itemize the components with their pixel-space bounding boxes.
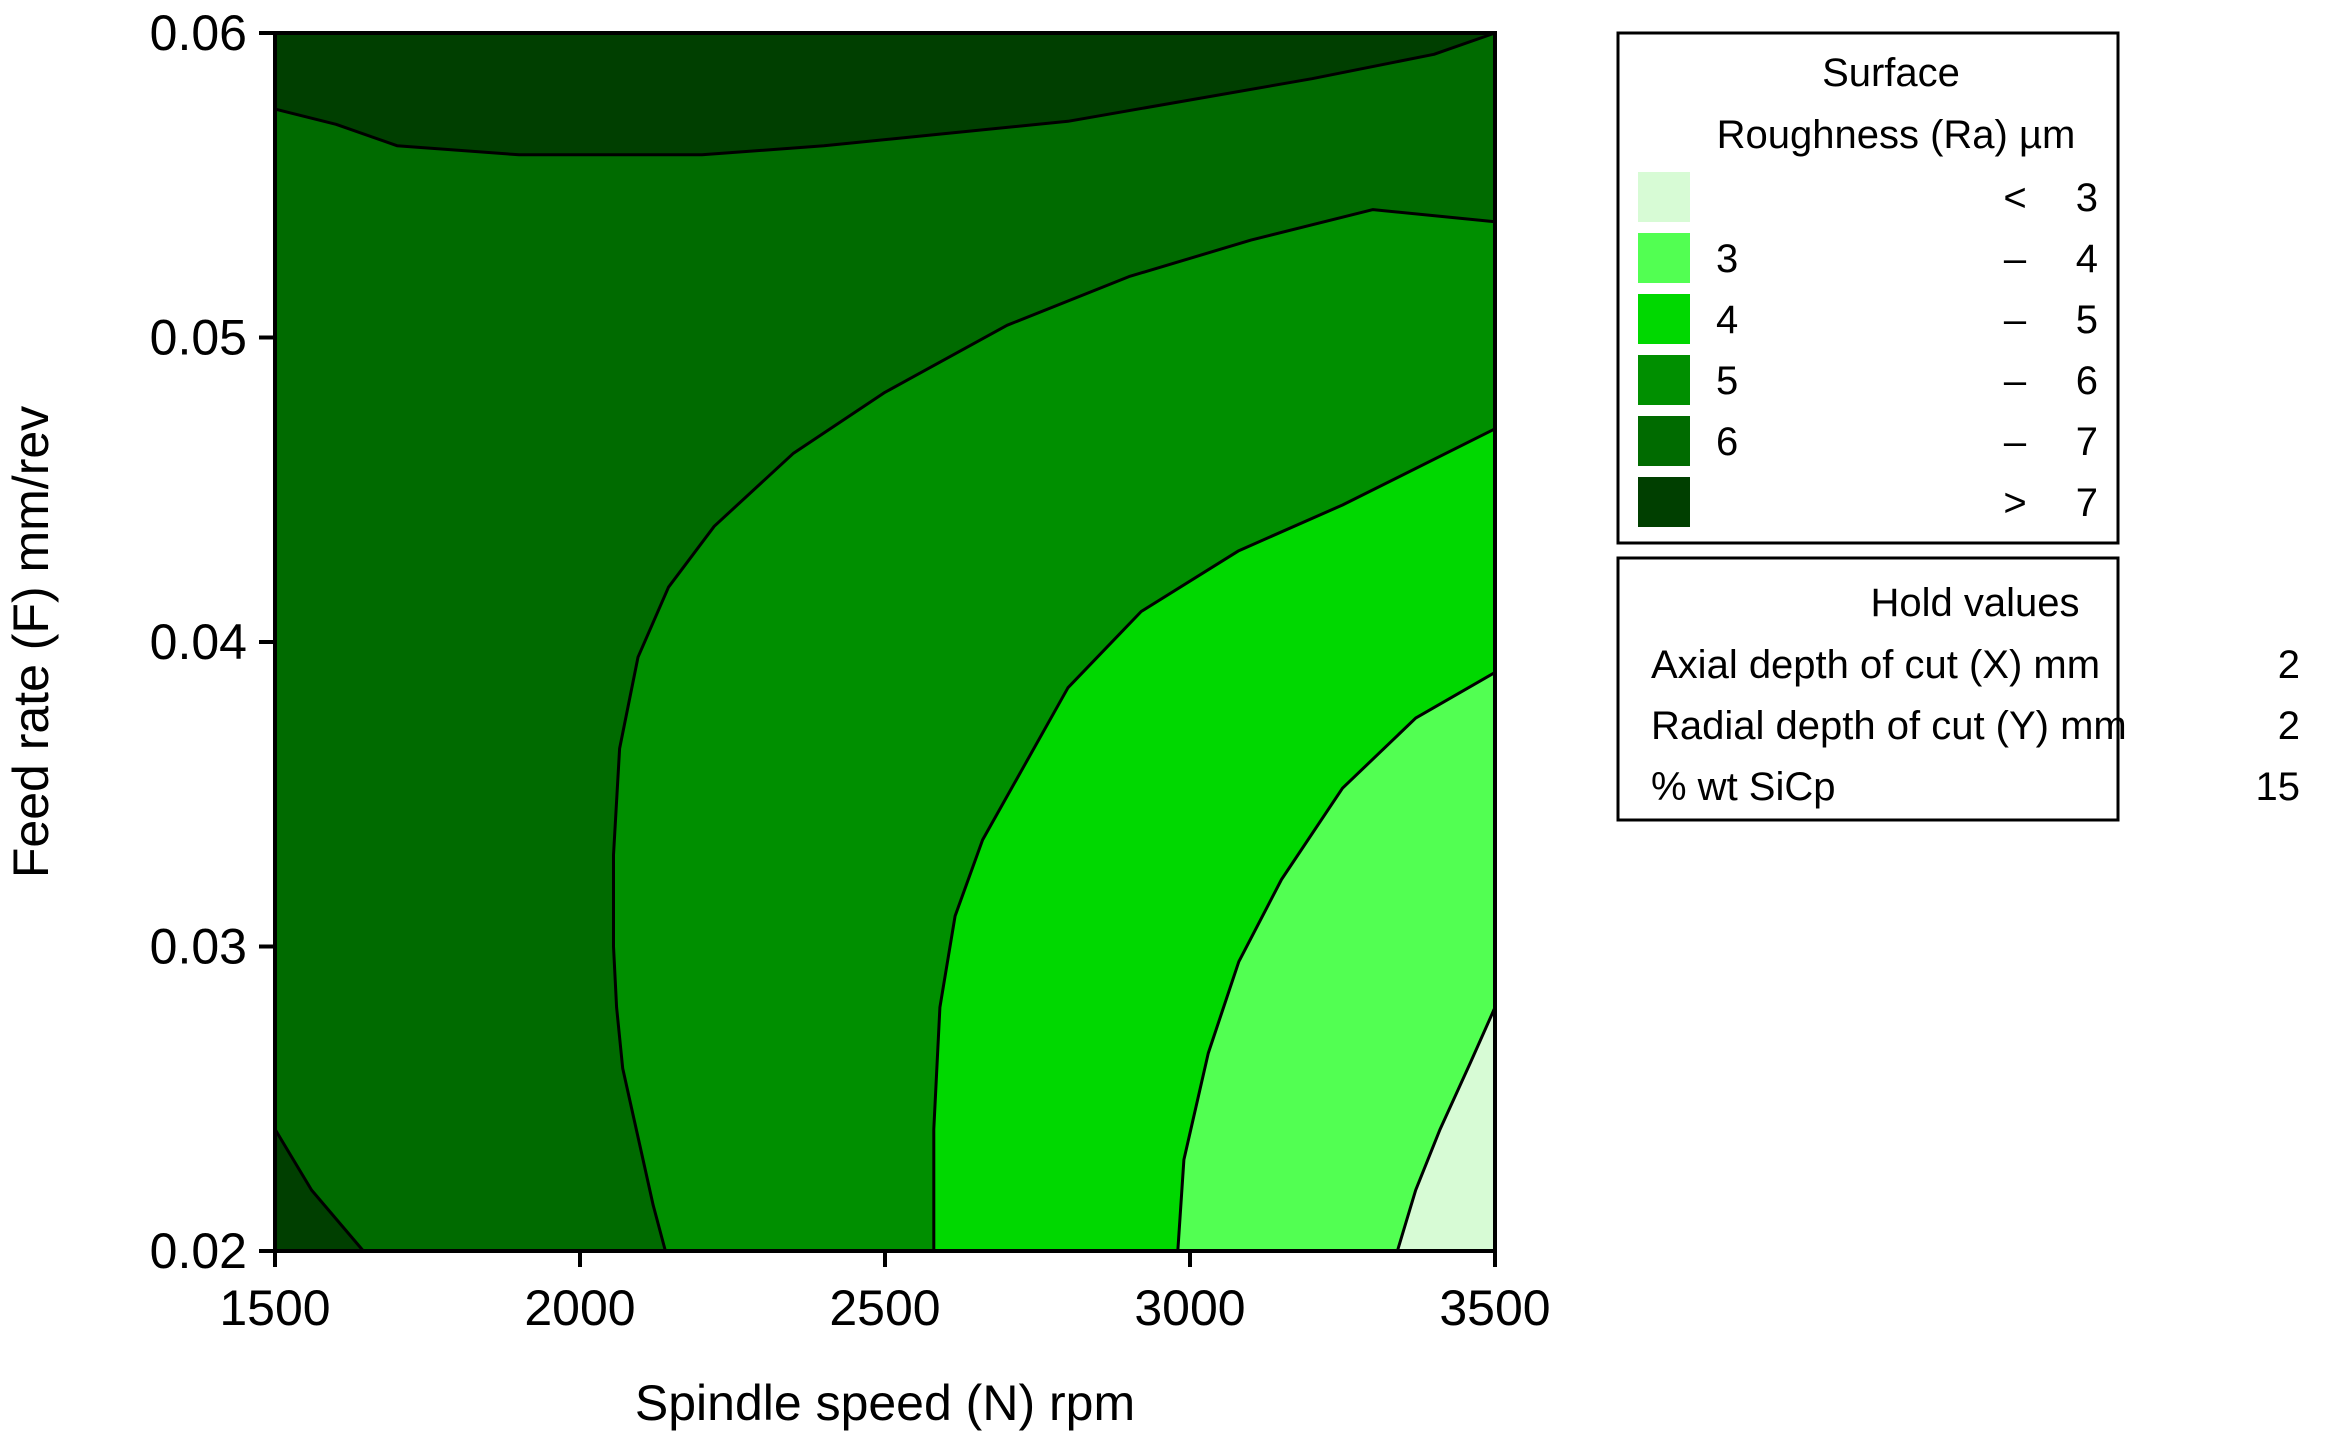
region-gt-7-top xyxy=(275,33,1495,155)
hold-value-number: 2 xyxy=(2278,704,2300,748)
legend-range-sep: – xyxy=(2004,298,2027,342)
hold-values-frame xyxy=(1616,556,2120,822)
legend-swatch xyxy=(1638,416,1690,466)
hold-value-label: Radial depth of cut (Y) mm xyxy=(1651,704,2127,748)
legend-range-high: 7 xyxy=(2076,481,2098,525)
region-3-4 xyxy=(1177,672,1495,1251)
legend-range-sep: > xyxy=(2003,481,2026,525)
legend-range-high: 6 xyxy=(2076,359,2098,403)
legend-range-high: 7 xyxy=(2076,420,2098,464)
legend-swatch xyxy=(1638,477,1690,527)
hold-values-rows: Axial depth of cut (X) mm 2 Radial depth o… xyxy=(1651,643,2300,809)
contour-line-5-3 xyxy=(932,427,1496,1251)
hold-values-title: Hold values xyxy=(1870,581,2079,625)
x-axis: 1500 2000 2500 3000 3500 xyxy=(219,1251,1551,1336)
legend-range-low: 3 xyxy=(1716,237,1738,281)
plot-area xyxy=(273,31,1497,1253)
x-tick-label: 3000 xyxy=(1134,1280,1245,1336)
hold-values-box: Hold values Axial depth of cut (X) mm 2 Ra… xyxy=(1616,556,2300,822)
legend-range-sep: – xyxy=(2004,420,2027,464)
legend-entries: <3 3 – 4 4 – 5 5 – 6 6 – 7 > 7 xyxy=(1638,172,2098,527)
contour-line-6-2 xyxy=(612,208,1496,1252)
legend-range-high: 5 xyxy=(2076,298,2098,342)
legend: Surface Roughness (Ra) µm <3 3 – 4 4 – 5 5 – 6 6 – 7… xyxy=(1616,31,2120,545)
x-tick-label: 3500 xyxy=(1439,1280,1550,1336)
legend-swatch xyxy=(1638,233,1690,283)
y-tick-label: 0.06 xyxy=(150,5,247,61)
legend-range-low: 5 xyxy=(1716,359,1738,403)
contour-line-7-1 xyxy=(273,1128,365,1252)
legend-range-low: 6 xyxy=(1716,420,1738,464)
y-tick-label: 0.03 xyxy=(150,919,247,975)
contour-lines xyxy=(273,31,1497,1252)
region-gt-7-corner xyxy=(275,1129,364,1251)
legend-range-sep: – xyxy=(2004,237,2027,281)
legend-swatch xyxy=(1638,172,1690,222)
legend-title-line1: Surface xyxy=(1822,51,1960,95)
y-axis-label: Feed rate (F) mm/rev xyxy=(3,406,59,878)
y-tick-label: 0.05 xyxy=(150,310,247,366)
legend-range-high: 4 xyxy=(2076,237,2098,281)
contour-regions xyxy=(275,33,1495,1252)
hold-value-label: % wt SiCp xyxy=(1651,765,1836,809)
x-axis-label: Spindle speed (N) rpm xyxy=(635,1375,1135,1431)
legend-title-line2: Roughness (Ra) µm xyxy=(1717,113,2076,157)
hold-value-number: 15 xyxy=(2256,765,2301,809)
legend-box xyxy=(1616,31,2120,545)
x-tick-label: 1500 xyxy=(219,1280,330,1336)
legend-swatch xyxy=(1638,355,1690,405)
legend-range-high: 3 xyxy=(2076,176,2098,220)
contour-line-3-5 xyxy=(1395,1006,1497,1252)
y-axis: 0.02 0.03 0.04 0.05 0.06 xyxy=(150,5,275,1279)
y-tick-label: 0.02 xyxy=(150,1223,247,1279)
hold-value-label: Axial depth of cut (X) mm xyxy=(1651,643,2100,687)
legend-swatch xyxy=(1638,294,1690,344)
hold-value-number: 2 xyxy=(2278,643,2300,687)
region-lt-3 xyxy=(1397,1007,1495,1251)
y-tick-label: 0.04 xyxy=(150,614,247,670)
legend-range-sep: – xyxy=(2004,359,2027,403)
legend-range-low: 4 xyxy=(1716,298,1738,342)
x-tick-label: 2000 xyxy=(524,1280,635,1336)
contour-line-4-4 xyxy=(1176,671,1496,1252)
legend-range-sep: < xyxy=(2003,176,2026,220)
x-tick-label: 2500 xyxy=(829,1280,940,1336)
contour-line-7-0 xyxy=(274,31,1496,157)
